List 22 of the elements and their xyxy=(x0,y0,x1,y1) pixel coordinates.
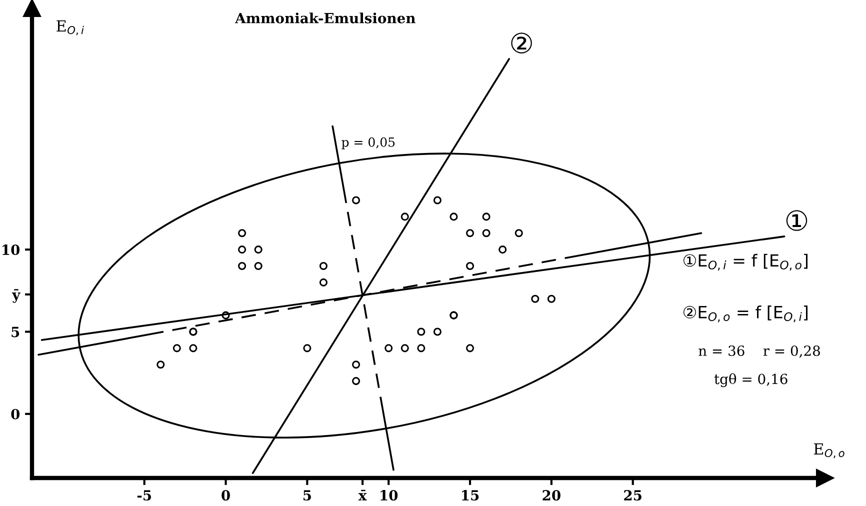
y-tick-label: 10 xyxy=(2,244,20,256)
x-axis-title: E$_{O,o}$ xyxy=(814,443,844,458)
y-tick-label: 0 xyxy=(11,408,20,420)
annotation: p = 0,05 xyxy=(342,137,395,150)
annotation: ①E$_{O,i}$ = f [E$_{O,o}$] xyxy=(683,254,808,271)
x-tick-label: 10 xyxy=(380,490,398,501)
x-tick-label: 5 xyxy=(303,490,311,501)
annotation: n = 36 r = 0,28 xyxy=(698,345,820,358)
x-tick-label: 15 xyxy=(462,490,479,501)
chart-title: Ammoniak-Emulsionen xyxy=(234,12,416,24)
x-tick-label: x̄ xyxy=(358,490,367,500)
y-tick-label: 5 xyxy=(12,326,20,338)
y-tick-label: ȳ xyxy=(12,289,21,303)
x-tick-label: 25 xyxy=(624,490,642,501)
series-label: ① xyxy=(786,210,808,231)
x-tick-label: 0 xyxy=(222,490,230,501)
y-axis-title: E$_{O,i}$ xyxy=(56,20,84,36)
series-label: ② xyxy=(511,32,532,54)
x-tick-label: -5 xyxy=(137,490,152,501)
annotation: tgθ = 0,16 xyxy=(714,373,788,388)
x-tick-label: 20 xyxy=(542,490,560,501)
annotation: ②E$_{O,o}$ = f [E$_{O,i}$] xyxy=(683,306,808,322)
